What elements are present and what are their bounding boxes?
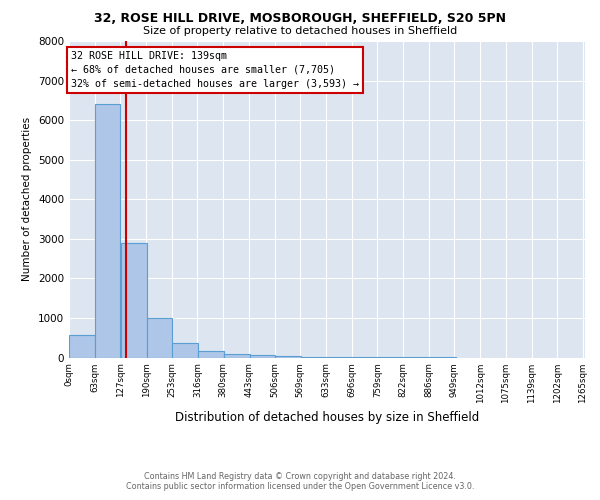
Text: 32 ROSE HILL DRIVE: 139sqm
← 68% of detached houses are smaller (7,705)
32% of s: 32 ROSE HILL DRIVE: 139sqm ← 68% of deta… bbox=[71, 51, 359, 89]
Bar bbox=[146, 318, 172, 358]
Bar bbox=[121, 243, 146, 358]
Text: 32, ROSE HILL DRIVE, MOSBOROUGH, SHEFFIELD, S20 5PN: 32, ROSE HILL DRIVE, MOSBOROUGH, SHEFFIE… bbox=[94, 12, 506, 26]
Bar bbox=[69, 335, 95, 357]
Bar bbox=[275, 356, 301, 358]
Text: Contains HM Land Registry data © Crown copyright and database right 2024.
Contai: Contains HM Land Registry data © Crown c… bbox=[126, 472, 474, 491]
Bar bbox=[198, 351, 224, 358]
Bar bbox=[224, 354, 250, 358]
Bar bbox=[95, 104, 121, 358]
X-axis label: Distribution of detached houses by size in Sheffield: Distribution of detached houses by size … bbox=[175, 411, 479, 424]
Text: Size of property relative to detached houses in Sheffield: Size of property relative to detached ho… bbox=[143, 26, 457, 36]
Y-axis label: Number of detached properties: Number of detached properties bbox=[22, 117, 32, 282]
Bar bbox=[250, 354, 275, 358]
Bar bbox=[172, 343, 198, 357]
